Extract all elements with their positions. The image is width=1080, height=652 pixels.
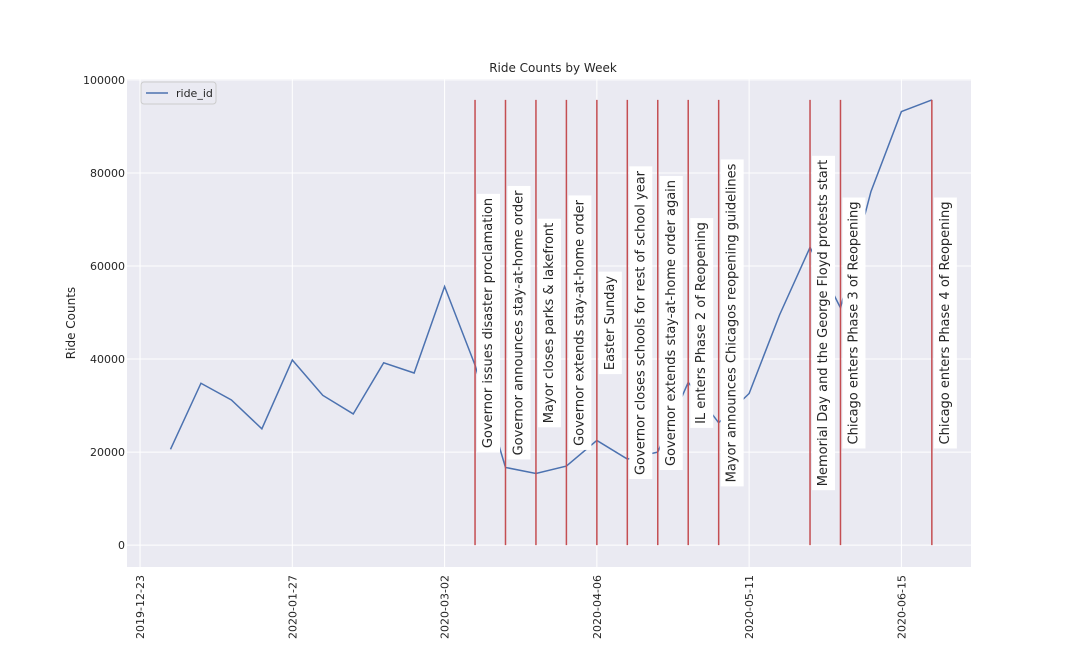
label-box — [842, 197, 866, 449]
event-label: Governor issues disaster proclamation — [481, 198, 496, 448]
event-annotation: Governor extends stay-at-home order — [568, 195, 592, 450]
y-tick-label: 100000 — [83, 74, 125, 87]
event-annotation: Governor issues disaster proclamation — [477, 193, 501, 453]
event-annotation: Governor announces stay-at-home order — [507, 185, 531, 460]
x-tick-label: 2020-06-15 — [895, 575, 908, 639]
event-label: Mayor closes parks & lakefront — [542, 223, 557, 424]
x-tick-label: 2020-05-11 — [743, 575, 756, 639]
event-label: Chicago enters Phase 3 of Reopening — [846, 202, 861, 445]
event-label: Governor announces stay-at-home order — [511, 190, 526, 455]
event-annotation: Memorial Day and the George Floyd protes… — [812, 155, 836, 491]
event-annotation: Governor extends stay-at-home order agai… — [659, 175, 683, 471]
label-box — [537, 218, 561, 428]
x-tick-label: 2020-03-02 — [439, 575, 452, 639]
event-annotation: IL enters Phase 2 of Reopening — [690, 218, 714, 428]
y-axis-label: Ride Counts — [64, 287, 78, 359]
line — [169, 99, 933, 475]
y-tick-label: 40000 — [90, 353, 125, 366]
label-box — [568, 195, 592, 450]
label-box — [933, 197, 957, 449]
legend-box — [140, 81, 217, 105]
x-tick-label: 2020-04-06 — [591, 575, 604, 639]
label-box — [598, 271, 622, 375]
label-box — [659, 175, 683, 471]
label-box — [720, 159, 744, 487]
x-tick-label: 2019-12-23 — [134, 575, 147, 639]
event-label: IL enters Phase 2 of Reopening — [694, 222, 709, 424]
legend: ride_id — [140, 81, 217, 105]
event-label: Chicago enters Phase 4 of Reopening — [938, 202, 953, 445]
event-label: Governor extends stay-at-home order agai… — [664, 180, 679, 466]
event-annotation: Governor closes schools for rest of scho… — [629, 166, 653, 480]
x-tick-label: 2020-01-27 — [286, 575, 299, 639]
chart-title: Ride Counts by Week — [489, 61, 617, 75]
label-box — [812, 155, 836, 491]
label-box — [507, 185, 531, 460]
event-label: Governor closes schools for rest of scho… — [633, 170, 648, 475]
event-annotation: Mayor announces Chicagos reopening guide… — [720, 159, 744, 487]
event-label: Governor extends stay-at-home order — [572, 199, 587, 446]
label-box — [477, 193, 501, 453]
y-tick-label: 0 — [118, 539, 125, 552]
y-tick-label: 60000 — [90, 260, 125, 273]
event-label: Memorial Day and the George Floyd protes… — [816, 160, 831, 486]
event-annotation: Easter Sunday — [598, 271, 622, 375]
y-tick-label: 80000 — [90, 167, 125, 180]
label-box — [690, 218, 714, 428]
label-box — [629, 166, 653, 480]
event-annotation: Chicago enters Phase 3 of Reopening — [842, 197, 866, 449]
event-label: Mayor announces Chicagos reopening guide… — [725, 163, 740, 482]
event-annotation: Mayor closes parks & lakefront — [537, 218, 561, 428]
event-label: Easter Sunday — [603, 276, 618, 370]
legend-label: ride_id — [176, 87, 213, 100]
y-tick-label: 20000 — [90, 446, 125, 459]
event-annotation: Chicago enters Phase 4 of Reopening — [933, 197, 957, 449]
